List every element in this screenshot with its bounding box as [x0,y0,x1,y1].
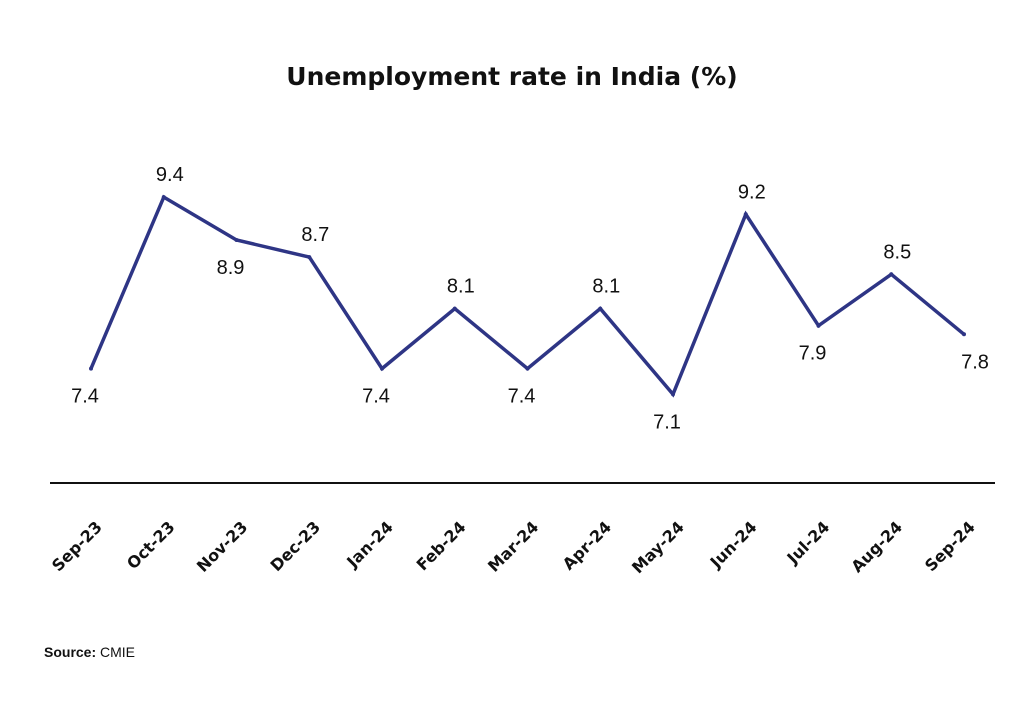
data-label: 7.1 [653,411,681,433]
source-note: Source: CMIE [44,644,135,660]
chart-title: Unemployment rate in India (%) [286,62,738,91]
data-label: 8.1 [447,276,475,298]
x-tick-label: Apr-24 [559,517,615,573]
data-label-layer: 7.4 9.4 8.9 8.7 7.4 8.1 7.4 8.1 7.1 9.2 7.9 8.5 7.8 [71,164,989,433]
x-tick-label: Feb-24 [413,517,470,574]
x-tick-layer: Sep-23 Oct-23 Nov-23 Dec-23 Jan-24 Feb-24 Mar-… [48,517,979,577]
data-label: 8.1 [592,276,620,298]
data-label: 7.4 [71,386,99,408]
x-tick-label: Sep-23 [48,517,106,575]
x-tick-label: Jan-24 [342,517,396,571]
data-label: 8.7 [301,224,329,246]
data-point [671,392,675,397]
data-label: 8.9 [217,257,245,279]
data-label: 7.9 [799,343,827,365]
data-point [889,272,894,277]
data-point [525,366,530,371]
x-tick-label: Jul-24 [783,517,834,568]
data-point [962,332,966,337]
x-tick-label: Sep-24 [921,517,979,575]
data-point [234,238,239,242]
x-tick-label: May-24 [628,517,688,577]
data-label: 7.8 [961,351,989,373]
data-label: 7.4 [508,386,536,408]
x-tick-label: Oct-23 [123,517,179,573]
x-tick-label: Dec-23 [266,517,324,575]
data-label: 9.4 [156,164,184,186]
data-point [598,306,603,311]
x-tick-label: Mar-24 [484,517,542,575]
data-label: 7.4 [362,386,390,408]
series-layer [89,194,966,398]
data-label: 9.2 [738,181,766,203]
source-text: CMIE [100,644,136,660]
data-point [743,212,748,217]
series-line [89,194,966,398]
data-point [307,255,312,260]
data-point [161,195,166,200]
data-point [380,366,384,371]
x-tick-label: Aug-24 [847,517,906,576]
x-tick-label: Jun-24 [706,517,761,572]
data-point [816,323,821,328]
data-point [89,366,93,371]
data-label: 8.5 [883,241,911,263]
data-point [452,306,457,311]
x-tick-label: Nov-23 [193,517,251,575]
source-label: Source: [44,644,97,660]
